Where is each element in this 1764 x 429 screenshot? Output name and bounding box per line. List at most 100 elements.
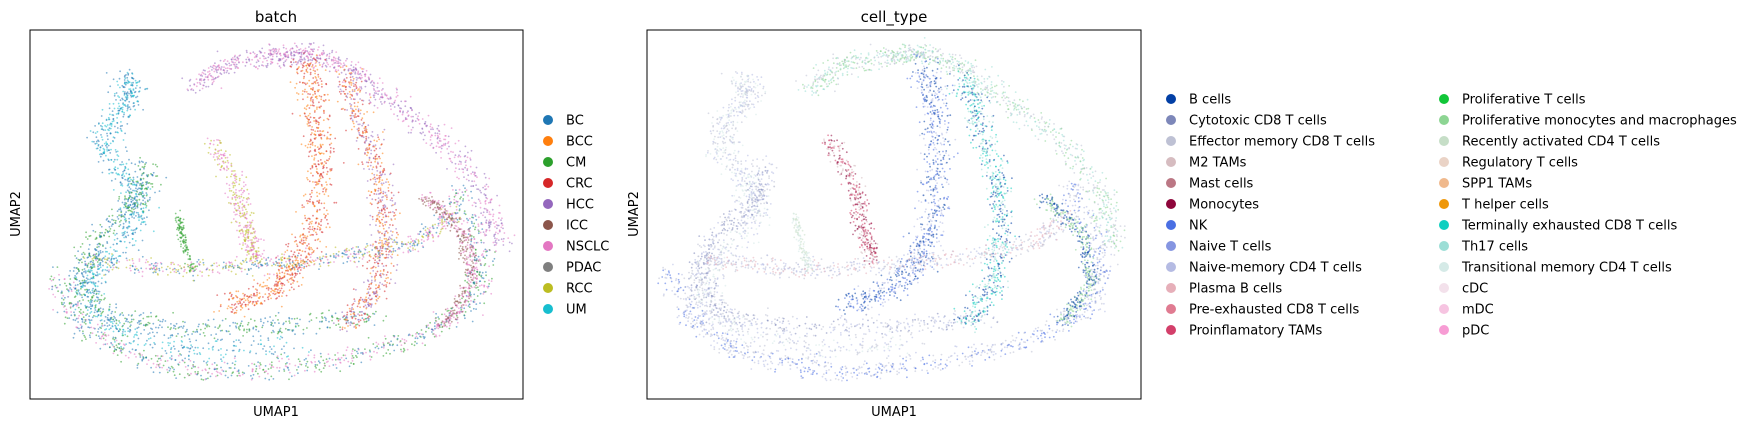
data-point bbox=[279, 59, 282, 62]
data-point bbox=[259, 57, 261, 60]
data-point bbox=[323, 193, 326, 196]
data-point bbox=[482, 231, 485, 234]
data-point bbox=[434, 319, 437, 322]
data-point bbox=[89, 291, 92, 293]
data-point bbox=[288, 363, 291, 365]
data-point bbox=[332, 60, 335, 62]
data-point bbox=[100, 136, 103, 139]
data-point bbox=[378, 174, 381, 177]
data-point bbox=[320, 370, 323, 373]
data-point bbox=[86, 282, 89, 285]
data-point bbox=[117, 330, 120, 333]
data-point bbox=[174, 359, 177, 361]
data-point bbox=[365, 161, 368, 164]
data-point bbox=[220, 366, 222, 369]
data-point bbox=[487, 285, 490, 288]
data-point bbox=[247, 287, 250, 290]
data-point bbox=[380, 191, 383, 194]
data-point bbox=[458, 168, 461, 171]
data-point bbox=[291, 112, 294, 115]
data-point bbox=[292, 282, 294, 284]
data-point bbox=[288, 322, 291, 324]
data-point bbox=[279, 335, 282, 338]
data-point bbox=[91, 263, 94, 266]
data-point bbox=[63, 322, 66, 325]
data-point bbox=[106, 230, 109, 232]
data-point bbox=[134, 310, 137, 312]
data-point bbox=[103, 324, 106, 327]
data-point bbox=[80, 327, 83, 329]
data-point bbox=[234, 54, 237, 57]
data-point bbox=[390, 340, 392, 343]
data-point bbox=[134, 90, 137, 93]
data-point bbox=[284, 51, 287, 54]
data-point bbox=[120, 192, 122, 195]
data-point bbox=[469, 281, 472, 284]
data-point bbox=[418, 112, 421, 114]
data-point bbox=[119, 125, 122, 128]
data-point bbox=[470, 240, 473, 243]
data-point bbox=[134, 196, 136, 199]
data-point bbox=[451, 161, 453, 164]
data-point bbox=[462, 220, 465, 222]
data-point bbox=[132, 318, 135, 321]
data-point bbox=[140, 313, 142, 316]
data-point bbox=[487, 201, 490, 204]
data-point bbox=[82, 251, 85, 254]
data-point bbox=[308, 42, 311, 45]
data-point bbox=[122, 331, 124, 333]
data-point bbox=[130, 162, 133, 165]
data-point bbox=[144, 223, 147, 226]
data-point bbox=[297, 93, 300, 95]
data-point bbox=[420, 132, 423, 135]
data-point bbox=[224, 62, 227, 65]
data-point bbox=[476, 286, 479, 289]
data-point bbox=[140, 184, 143, 187]
data-point bbox=[342, 90, 345, 93]
data-point bbox=[186, 368, 189, 371]
data-point bbox=[60, 301, 63, 304]
data-point bbox=[357, 115, 360, 118]
data-point bbox=[311, 189, 313, 192]
data-point bbox=[486, 250, 489, 253]
data-point bbox=[453, 198, 456, 201]
data-point bbox=[87, 295, 90, 298]
data-point bbox=[276, 297, 278, 299]
data-point bbox=[97, 273, 99, 276]
data-point bbox=[383, 167, 385, 170]
data-point bbox=[461, 168, 463, 170]
data-point bbox=[250, 318, 252, 321]
data-point bbox=[314, 70, 316, 72]
data-point bbox=[116, 210, 119, 213]
data-point bbox=[106, 269, 108, 272]
data-point bbox=[377, 262, 379, 265]
data-point bbox=[376, 294, 379, 296]
data-point bbox=[293, 268, 296, 271]
data-point bbox=[485, 274, 487, 277]
data-point bbox=[508, 241, 511, 244]
data-point bbox=[194, 331, 197, 333]
data-point bbox=[201, 75, 204, 77]
data-point bbox=[117, 95, 119, 97]
data-point bbox=[385, 253, 388, 256]
data-point bbox=[111, 255, 113, 258]
data-point bbox=[299, 269, 302, 271]
data-point bbox=[119, 224, 122, 226]
data-point bbox=[115, 326, 117, 328]
data-point bbox=[123, 218, 126, 221]
data-point bbox=[356, 323, 359, 326]
data-point bbox=[342, 62, 345, 65]
data-point bbox=[456, 218, 459, 221]
data-point bbox=[285, 55, 288, 58]
data-point bbox=[143, 166, 145, 169]
data-point bbox=[394, 282, 397, 284]
data-point bbox=[373, 261, 376, 264]
data-point bbox=[116, 127, 119, 129]
data-point bbox=[80, 302, 82, 305]
data-point bbox=[406, 118, 408, 120]
data-point bbox=[270, 367, 272, 369]
data-point bbox=[294, 86, 296, 89]
data-point bbox=[453, 201, 456, 204]
data-point bbox=[69, 287, 71, 289]
data-point bbox=[89, 281, 92, 283]
